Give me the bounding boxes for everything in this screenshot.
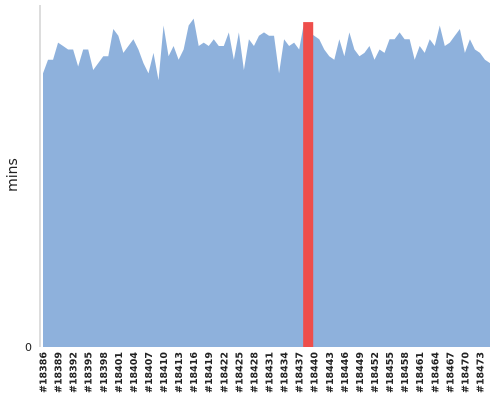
x-tick-label: #18398 <box>99 352 110 393</box>
x-tick-label: #18410 <box>159 352 170 393</box>
area <box>43 18 490 348</box>
x-tick-label: #18467 <box>445 352 456 393</box>
x-tick-label: #18449 <box>355 352 366 393</box>
x-tick-label: #18425 <box>234 352 245 393</box>
x-tick-label: #18455 <box>385 352 396 393</box>
x-tick-label: #18440 <box>310 352 321 393</box>
x-tick-label: #18395 <box>84 352 95 393</box>
x-tick-label: #18443 <box>325 352 336 393</box>
highlight-bar <box>303 22 314 347</box>
x-tick-label: #18407 <box>144 352 155 393</box>
y-axis-label: mins <box>5 158 21 192</box>
x-tick-label: #18428 <box>249 352 260 393</box>
x-tick-label: #18452 <box>370 352 381 393</box>
x-tick-label: #18386 <box>39 352 50 393</box>
x-tick-label: #18470 <box>460 352 471 393</box>
x-tick-label: #18464 <box>430 352 441 393</box>
x-tick-label: #18458 <box>400 352 411 393</box>
x-tick-label: #18446 <box>340 352 351 393</box>
x-tick-label: #18392 <box>69 352 80 393</box>
x-tick-label: #18434 <box>280 352 291 393</box>
x-tick-label: #18404 <box>129 352 140 393</box>
x-tick-label: #18419 <box>204 352 215 393</box>
x-tick-label: #18416 <box>189 352 200 393</box>
x-tick-label: #18413 <box>174 352 185 393</box>
x-tick-label: #18422 <box>219 352 230 393</box>
x-tick-label: #18401 <box>114 352 125 393</box>
x-tick-label: #18431 <box>265 352 276 393</box>
x-tick-label: #18389 <box>54 352 65 393</box>
x-tick-label: #18461 <box>415 352 426 393</box>
y-tick-label: 0 <box>25 341 32 354</box>
x-tick-label: #18437 <box>295 352 306 393</box>
x-tick-label: #18473 <box>475 352 486 393</box>
